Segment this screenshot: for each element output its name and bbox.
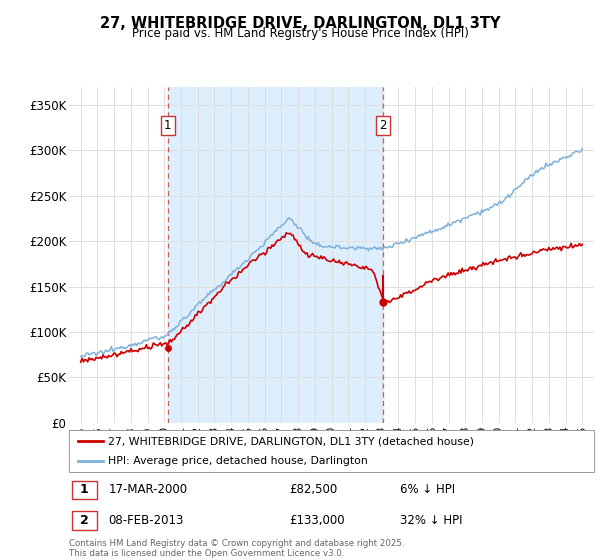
Text: Price paid vs. HM Land Registry's House Price Index (HPI): Price paid vs. HM Land Registry's House … <box>131 27 469 40</box>
Text: 1: 1 <box>164 119 172 132</box>
Text: 17-MAR-2000: 17-MAR-2000 <box>109 483 187 496</box>
Text: HPI: Average price, detached house, Darlington: HPI: Average price, detached house, Darl… <box>109 456 368 466</box>
Bar <box>71 511 97 530</box>
Text: 32% ↓ HPI: 32% ↓ HPI <box>400 514 462 527</box>
Text: 6% ↓ HPI: 6% ↓ HPI <box>400 483 455 496</box>
Text: 1: 1 <box>80 483 89 496</box>
Text: £82,500: £82,500 <box>290 483 338 496</box>
Text: £133,000: £133,000 <box>290 514 345 527</box>
Text: 2: 2 <box>380 119 387 132</box>
Bar <box>71 480 97 499</box>
Text: 08-FEB-2013: 08-FEB-2013 <box>109 514 184 527</box>
Text: 2: 2 <box>80 514 89 527</box>
Text: 27, WHITEBRIDGE DRIVE, DARLINGTON, DL1 3TY (detached house): 27, WHITEBRIDGE DRIVE, DARLINGTON, DL1 3… <box>109 436 475 446</box>
Text: Contains HM Land Registry data © Crown copyright and database right 2025.
This d: Contains HM Land Registry data © Crown c… <box>69 539 404 558</box>
Text: 27, WHITEBRIDGE DRIVE, DARLINGTON, DL1 3TY: 27, WHITEBRIDGE DRIVE, DARLINGTON, DL1 3… <box>100 16 500 31</box>
Bar <box>168 87 383 423</box>
